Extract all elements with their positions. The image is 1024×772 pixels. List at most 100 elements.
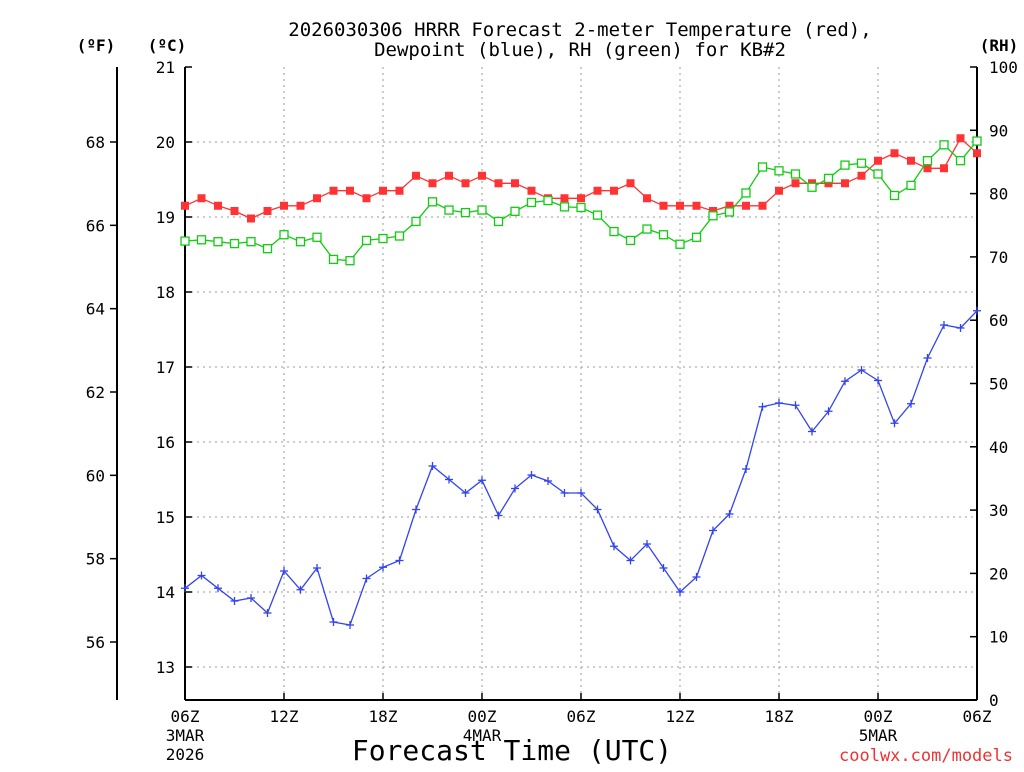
rh-point — [840, 160, 850, 170]
temperature-point — [445, 171, 453, 180]
dewpoint-point — [907, 399, 915, 408]
x-axis-title: Forecast Time (UTC) — [352, 734, 672, 767]
rh-tick-label: 40 — [989, 438, 1008, 457]
temperature-point — [263, 207, 272, 215]
rh-point — [295, 237, 306, 247]
temperature-point — [379, 186, 387, 195]
celsius-tick-label: 20 — [156, 133, 175, 152]
temperature-point — [626, 179, 635, 188]
time-tick-label: 06Z — [567, 707, 596, 726]
dewpoint-point — [445, 475, 453, 484]
temperature-point — [395, 186, 404, 195]
rh-tick-label: 100 — [989, 58, 1018, 77]
temperature-point — [659, 201, 668, 210]
fahrenheit-tick-label: 60 — [86, 466, 105, 485]
rh-point — [922, 156, 933, 166]
dewpoint-point — [247, 594, 255, 602]
temperature-point — [692, 201, 701, 210]
dewpoint-point — [692, 573, 701, 581]
rh-point — [873, 169, 883, 179]
dewpoint-point — [461, 489, 470, 497]
fahrenheit-unit-label: (ºF) — [77, 36, 116, 55]
dewpoint-point — [659, 564, 668, 572]
celsius-tick-label: 15 — [156, 508, 175, 527]
rh-point — [955, 156, 966, 166]
dewpoint-point — [395, 556, 404, 565]
rh-point — [906, 180, 916, 191]
dewpoint-point — [560, 489, 569, 497]
rh-point — [493, 216, 504, 227]
time-tick-label: 00Z — [864, 707, 893, 726]
rh-tick-label: 0 — [989, 691, 999, 710]
dewpoint-point — [329, 618, 338, 626]
rh-point — [378, 233, 388, 244]
rh-tick-label: 90 — [989, 121, 1008, 140]
credit-text: coolwx.com/models — [839, 746, 1013, 766]
fahrenheit-tick-label: 58 — [86, 550, 105, 569]
rh-tick-label: 20 — [989, 564, 1008, 583]
series-temperature — [181, 134, 981, 223]
rh-point — [345, 256, 355, 266]
time-tick-label: 12Z — [270, 707, 299, 726]
time-tick-year-label: 2026 — [166, 745, 205, 764]
rh-tick-label: 10 — [989, 628, 1008, 647]
temperature-point — [676, 201, 684, 210]
axes: 13 14 15 16 17 18 19 20 21 56 58 60 62 64 66 68 0 10 20 30 4… — [86, 58, 1018, 764]
temperature-point — [890, 149, 899, 158]
temperature-point — [494, 179, 503, 188]
temperature-point — [181, 201, 189, 210]
temperature-point — [923, 164, 932, 173]
time-tick-date-label: 3MAR — [166, 726, 205, 745]
temperature-point — [577, 194, 585, 203]
temperature-point — [973, 149, 981, 158]
dewpoint-point — [494, 511, 503, 520]
temperature-point — [362, 194, 371, 203]
rh-point — [592, 210, 603, 220]
rh-unit-label: (RH) — [980, 36, 1019, 55]
time-tick-label: 18Z — [765, 707, 794, 726]
dewpoint-point — [890, 419, 899, 428]
temperature-point — [346, 186, 354, 195]
dewpoint-point — [775, 399, 783, 407]
fahrenheit-tick-label: 66 — [86, 216, 105, 235]
dewpoint-point — [791, 401, 800, 410]
temperature-point — [940, 164, 948, 173]
celsius-tick-label: 16 — [156, 433, 175, 452]
dewpoint-point — [626, 556, 635, 565]
rh-point — [625, 235, 636, 246]
temperature-point — [329, 186, 338, 195]
dewpoint-point — [973, 306, 981, 315]
temperature-point — [593, 186, 602, 195]
rh-point — [246, 237, 256, 247]
dewpoint-point — [230, 597, 239, 605]
dewpoint-point — [428, 462, 437, 470]
temperature-point — [511, 179, 519, 188]
data-series — [180, 134, 982, 629]
dewpoint-point — [857, 366, 866, 374]
rh-point — [394, 231, 405, 241]
temperature-point — [197, 194, 206, 203]
rh-point — [526, 197, 537, 208]
fahrenheit-tick-label: 68 — [86, 133, 105, 152]
rh-point — [939, 140, 949, 150]
temperature-point — [709, 207, 717, 215]
dewpoint-point — [874, 376, 882, 385]
chart-title-line1: 2026030306 HRRR Forecast 2-meter Tempera… — [288, 19, 871, 41]
celsius-tick-label: 13 — [156, 658, 175, 677]
temperature-point — [758, 201, 767, 210]
temperature-point — [527, 186, 536, 195]
dewpoint-point — [527, 471, 536, 479]
temperature-point — [214, 201, 222, 210]
dewpoint-point — [511, 484, 519, 493]
rh-point — [312, 232, 322, 242]
series-dewpoint — [181, 306, 981, 629]
dewpoint-point — [313, 564, 321, 572]
time-tick-date-label: 4MAR — [463, 726, 502, 745]
celsius-tick-label: 19 — [156, 208, 175, 227]
time-tick-label: 18Z — [369, 707, 398, 726]
dewpoint-point — [280, 567, 288, 575]
temperature-point — [280, 201, 288, 210]
rh-point — [543, 195, 553, 206]
